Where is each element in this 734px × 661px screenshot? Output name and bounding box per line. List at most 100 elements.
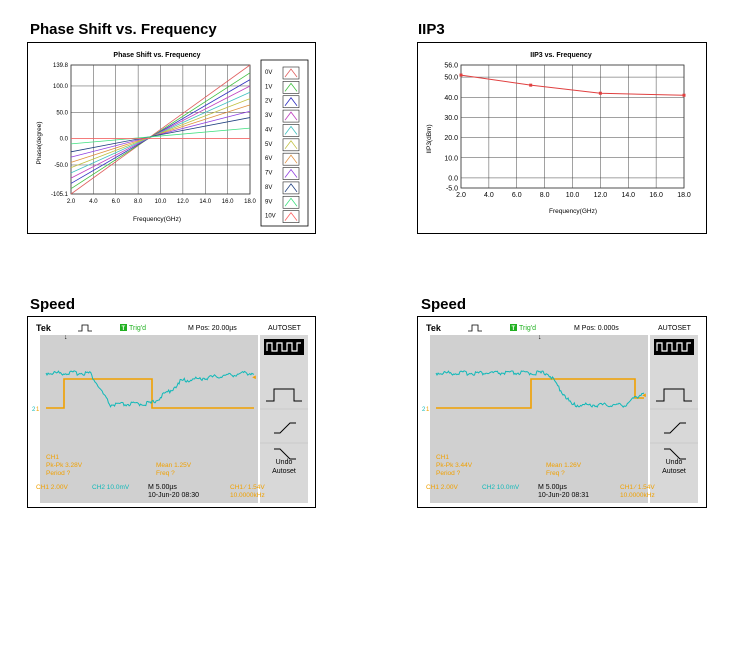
- phase-x-tick-label: 10.0: [155, 199, 167, 205]
- iip3-y-tick-label: 20.0: [444, 135, 458, 142]
- iip3-x-tick-label: 6.0: [512, 192, 522, 199]
- phase-legend-label: 5V: [265, 142, 272, 148]
- phase-legend-swatch: [282, 210, 300, 223]
- iip3-x-tick-label: 4.0: [484, 192, 494, 199]
- scope-ch1-trace: [46, 378, 254, 409]
- scope-ch1-scale: CH1 2.00V: [426, 484, 458, 491]
- phase-legend-swatch: [282, 181, 300, 195]
- iip3-point: [682, 93, 686, 97]
- phase-chart: Phase Shift vs. Frequency Frequency(GHz)…: [36, 52, 309, 227]
- iip3-x-tick-label: 2.0: [456, 192, 466, 199]
- scope-run-icon: [78, 324, 92, 332]
- iip3-point: [459, 73, 463, 77]
- phase-y-tick-label: 50.0: [56, 110, 68, 116]
- iip3-x-tick-label: 12.0: [594, 192, 608, 199]
- phase-section-title: Phase Shift vs. Frequency: [30, 21, 217, 38]
- phase-x-tick-label: 2.0: [67, 199, 76, 205]
- phase-series-line: [70, 79, 251, 184]
- phase-y-axis-label: Phase(degree): [36, 122, 43, 165]
- phase-legend-label: 1V: [265, 84, 272, 90]
- iip3-y-tick-label: 30.0: [444, 115, 458, 122]
- phase-legend-swatch: [282, 81, 300, 94]
- scope-trigger-position-icon: ↓: [64, 334, 68, 341]
- scope-mean: Mean 1.26V: [546, 462, 582, 469]
- phase-x-tick-label: 6.0: [112, 199, 121, 205]
- phase-legend-swatch-glyph: [284, 140, 298, 150]
- scope-trigger-level-icon: ◄: [251, 375, 257, 381]
- phase-series-line: [70, 72, 251, 190]
- scope-ch2-trace: [45, 370, 255, 408]
- scope-display: [40, 335, 258, 503]
- scope-brand: Tek: [426, 323, 442, 333]
- iip3-section-title: IIP3: [418, 21, 445, 38]
- iip3-x-tick-label: 18.0: [677, 192, 691, 199]
- phase-x-tick-label: 16.0: [222, 199, 234, 205]
- scope-period: Period ?: [436, 470, 461, 477]
- phase-x-tick-label: 12.0: [177, 199, 189, 205]
- phase-y-tick-label: 139.8: [53, 63, 69, 69]
- scope-trigger-level-icon: ◄: [641, 393, 647, 399]
- iip3-y-tick-label: 10.0: [444, 155, 458, 162]
- scope-trig-box: [510, 324, 517, 331]
- phase-y-tick-label: -105.1: [51, 192, 69, 198]
- iip3-x-tick-label: 8.0: [540, 192, 550, 199]
- scope-trig-box: [120, 324, 127, 331]
- phase-legend-swatch-glyph: [284, 197, 298, 207]
- scope-softkey-panel: [260, 335, 308, 503]
- scope-panel-2: Tek T Trig'd M Pos: 0.000s AUTOSET ↓ Undo Autos…: [417, 316, 707, 508]
- phase-legend-label: 2V: [265, 99, 272, 105]
- iip3-ticks: 2.0 4.0 6.0 8.0 10.0 12.0 14.0 16.0 18.0 56.0 50.0…: [444, 63, 691, 200]
- scope-ch1-marker: 1: [36, 407, 40, 413]
- scope-pkpk: Pk-Pk 3.44V: [436, 462, 473, 469]
- phase-chart-title: Phase Shift vs. Frequency: [113, 52, 200, 59]
- phase-legend-swatch: [282, 152, 300, 166]
- scope-trig-box-letter: T: [512, 326, 516, 332]
- iip3-grid: [460, 64, 685, 189]
- iip3-point: [598, 91, 602, 95]
- iip3-y-tick-label: 0.0: [448, 175, 458, 182]
- phase-legend-label: 8V: [265, 185, 272, 191]
- phase-legend-label: 10V: [265, 214, 276, 220]
- phase-series-line: [70, 117, 251, 153]
- phase-y-tick-label: 0.0: [60, 137, 69, 143]
- phase-legend-label: 0V: [265, 70, 272, 76]
- scope-single-pulse-icon: [656, 388, 692, 402]
- phase-legend: 0V 1V 2V 3V 4V 5V 6V 7V 8V 9V 10V: [260, 59, 309, 227]
- phase-legend-swatch: [282, 66, 300, 80]
- scope-meas-channel: CH1: [436, 454, 449, 461]
- scope-pkpk: Pk-Pk 3.28V: [46, 462, 83, 469]
- scope-ch1-trace: [436, 378, 644, 409]
- iip3-y-tick-label: 50.0: [444, 75, 458, 82]
- scope-time-scale: M 5.00µs: [148, 484, 177, 491]
- iip3-y-tick-label: 40.0: [444, 95, 458, 102]
- scope-mpos: M Pos: 0.000s: [574, 325, 619, 332]
- phase-series-line: [70, 64, 251, 195]
- scope-time-scale: M 5.00µs: [538, 484, 567, 491]
- scope-square-wave-softkey: [654, 339, 694, 355]
- scope-ch2-trace: [435, 370, 645, 408]
- phase-legend-swatch-glyph: [284, 68, 298, 78]
- scope-undo-label-line2: Autoset: [272, 468, 296, 475]
- phase-x-tick-label: 14.0: [199, 199, 211, 205]
- scope-square-wave-icon: [656, 342, 691, 352]
- iip3-point: [529, 83, 533, 87]
- scope-display: [430, 335, 648, 503]
- phase-legend-swatch-glyph: [284, 111, 298, 121]
- iip3-chart-panel: IIP3 vs. Frequency Frequency(GHz) IIP3(d…: [417, 42, 707, 234]
- phase-legend-label: 3V: [265, 113, 272, 119]
- scope-rising-edge-icon: [274, 422, 296, 434]
- phase-legend-swatch: [282, 109, 300, 123]
- scope-panel-1: Tek T Trig'd M Pos: 20.00µs AUTOSET ↓ Undo Auto…: [27, 316, 316, 508]
- phase-series-line: [70, 104, 251, 163]
- phase-legend-swatch: [282, 167, 300, 180]
- phase-series-line: [70, 91, 251, 174]
- phase-legend-swatch-glyph: [284, 97, 298, 106]
- iip3-x-axis-label: Frequency(GHz): [549, 208, 597, 215]
- scope-square-wave-icon: [266, 342, 301, 352]
- iip3-x-tick-label: 16.0: [649, 192, 663, 199]
- phase-series-line: [70, 110, 251, 158]
- scope-trigger-freq: 10.0000kHz: [620, 492, 655, 499]
- scope-trigger-freq: 10.0000kHz: [230, 492, 265, 499]
- scope-single-pulse-icon: [266, 388, 302, 402]
- phase-legend-swatch: [282, 138, 300, 152]
